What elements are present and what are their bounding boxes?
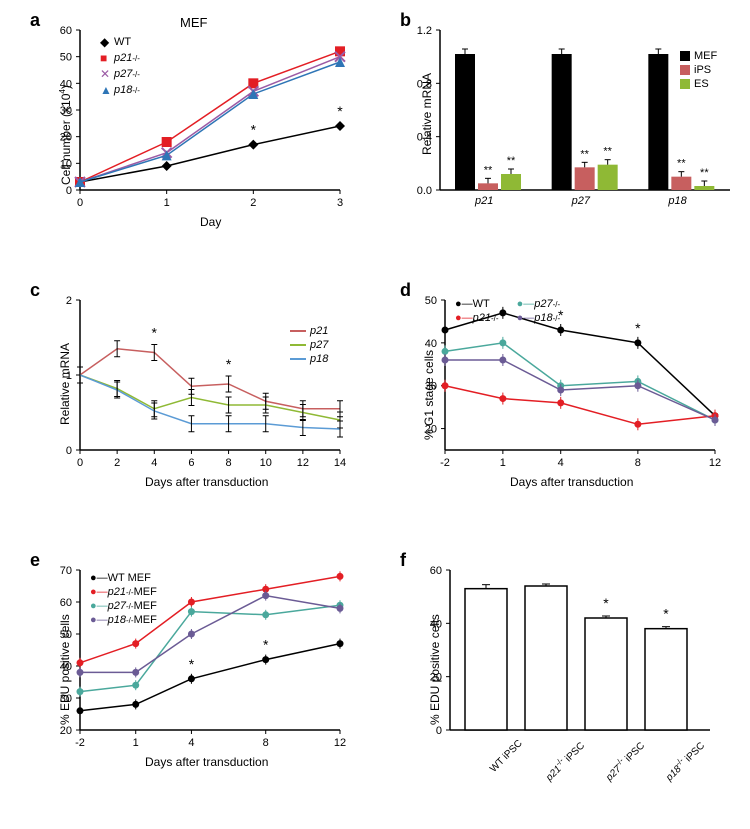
svg-text:8: 8	[635, 457, 641, 469]
svg-text:-2: -2	[440, 457, 450, 469]
panel-d-ylabel: % G1 stage cells	[422, 350, 436, 440]
panel-e-ylabel: % EDU positive cells	[58, 614, 72, 725]
svg-text:50: 50	[425, 295, 437, 307]
svg-text:1: 1	[500, 457, 506, 469]
svg-text:2: 2	[66, 295, 72, 307]
svg-text:0: 0	[77, 197, 83, 209]
svg-text:20: 20	[60, 725, 72, 737]
panel-e-legend: ●—WT MEF●—p21-/- MEF●—p27-/- MEF●—p18-/-…	[90, 572, 157, 628]
svg-text:*: *	[337, 103, 343, 119]
svg-text:0: 0	[66, 445, 72, 457]
svg-text:*: *	[226, 356, 232, 372]
panel-a-xlabel: Day	[200, 215, 221, 229]
panel-d-legend: ●—WT●—p21-/-●—p27-/-●—p18-/-	[455, 298, 560, 326]
svg-text:0: 0	[77, 457, 83, 469]
svg-text:**: **	[484, 164, 493, 176]
panel-f-ylabel: % EDU positive cells	[428, 614, 442, 725]
panel-f: f 0204060 ** % EDU positive cells WT iPS…	[400, 550, 740, 810]
panel-d-label: d	[400, 280, 411, 301]
svg-text:8: 8	[226, 457, 232, 469]
panel-b-ylabel: Relative mRNA	[420, 73, 434, 155]
panel-c-ylabel: Relative mRNA	[58, 343, 72, 425]
svg-text:*: *	[635, 320, 641, 336]
svg-text:40: 40	[425, 338, 437, 350]
svg-text:*: *	[603, 595, 609, 611]
svg-text:*: *	[152, 325, 158, 341]
svg-text:*: *	[663, 606, 669, 622]
svg-text:4: 4	[151, 457, 157, 469]
svg-text:*: *	[251, 122, 257, 138]
svg-text:**: **	[603, 146, 612, 158]
panel-a-title: MEF	[180, 15, 207, 30]
svg-text:**: **	[580, 148, 589, 160]
panel-f-chart: 0204060 **	[450, 570, 730, 750]
svg-text:1: 1	[133, 737, 139, 749]
panel-a: a MEF 0102030405060 0123 ** Cell number …	[30, 10, 360, 240]
panel-d: d 20304050 -214812 ** % G1 stage cells D…	[400, 280, 740, 510]
panel-c-label: c	[30, 280, 40, 301]
svg-text:1: 1	[164, 197, 170, 209]
svg-text:4: 4	[188, 737, 194, 749]
svg-text:**: **	[700, 167, 709, 179]
svg-text:*: *	[263, 637, 269, 653]
panel-e: e 203040506070 -214812 ** % EDU positive…	[30, 550, 360, 800]
svg-text:14: 14	[334, 457, 346, 469]
svg-text:60: 60	[60, 597, 72, 609]
panel-a-ylabel: Cell number (x104)	[58, 85, 73, 185]
panel-f-label: f	[400, 550, 406, 571]
svg-text:50: 50	[60, 52, 72, 64]
svg-text:**: **	[507, 155, 516, 167]
panel-e-xlabel: Days after transduction	[145, 755, 268, 769]
svg-text:60: 60	[430, 565, 442, 577]
panel-c-legend: p21p27p18	[290, 325, 328, 367]
svg-text:6: 6	[188, 457, 194, 469]
svg-text:10: 10	[260, 457, 272, 469]
svg-text:0: 0	[436, 725, 442, 737]
svg-text:0.0: 0.0	[417, 185, 432, 197]
svg-text:**: **	[677, 158, 686, 170]
svg-text:*: *	[189, 656, 195, 672]
panel-a-label: a	[30, 10, 40, 31]
svg-text:12: 12	[297, 457, 309, 469]
svg-text:12: 12	[709, 457, 721, 469]
panel-b-legend: MEFiPSES	[680, 50, 717, 92]
svg-text:2: 2	[250, 197, 256, 209]
panel-d-xlabel: Days after transduction	[510, 475, 633, 489]
svg-text:8: 8	[263, 737, 269, 749]
svg-text:1.2: 1.2	[417, 25, 432, 37]
svg-text:2: 2	[114, 457, 120, 469]
svg-text:0: 0	[66, 185, 72, 197]
svg-text:4: 4	[558, 457, 564, 469]
panel-b-label: b	[400, 10, 411, 31]
panel-c-xlabel: Days after transduction	[145, 475, 268, 489]
svg-text:12: 12	[334, 737, 346, 749]
svg-text:60: 60	[60, 25, 72, 37]
panel-c: c 012 02468101214 ** Relative mRNA Days …	[30, 280, 360, 510]
svg-text:-2: -2	[75, 737, 85, 749]
panel-e-label: e	[30, 550, 40, 571]
panel-b: b 0.00.40.81.2 ************ Relative mRN…	[400, 10, 740, 240]
svg-text:70: 70	[60, 565, 72, 577]
svg-text:3: 3	[337, 197, 343, 209]
panel-a-legend: ◆WT■p21-/-✕p27-/-▲p18-/-	[100, 35, 140, 99]
